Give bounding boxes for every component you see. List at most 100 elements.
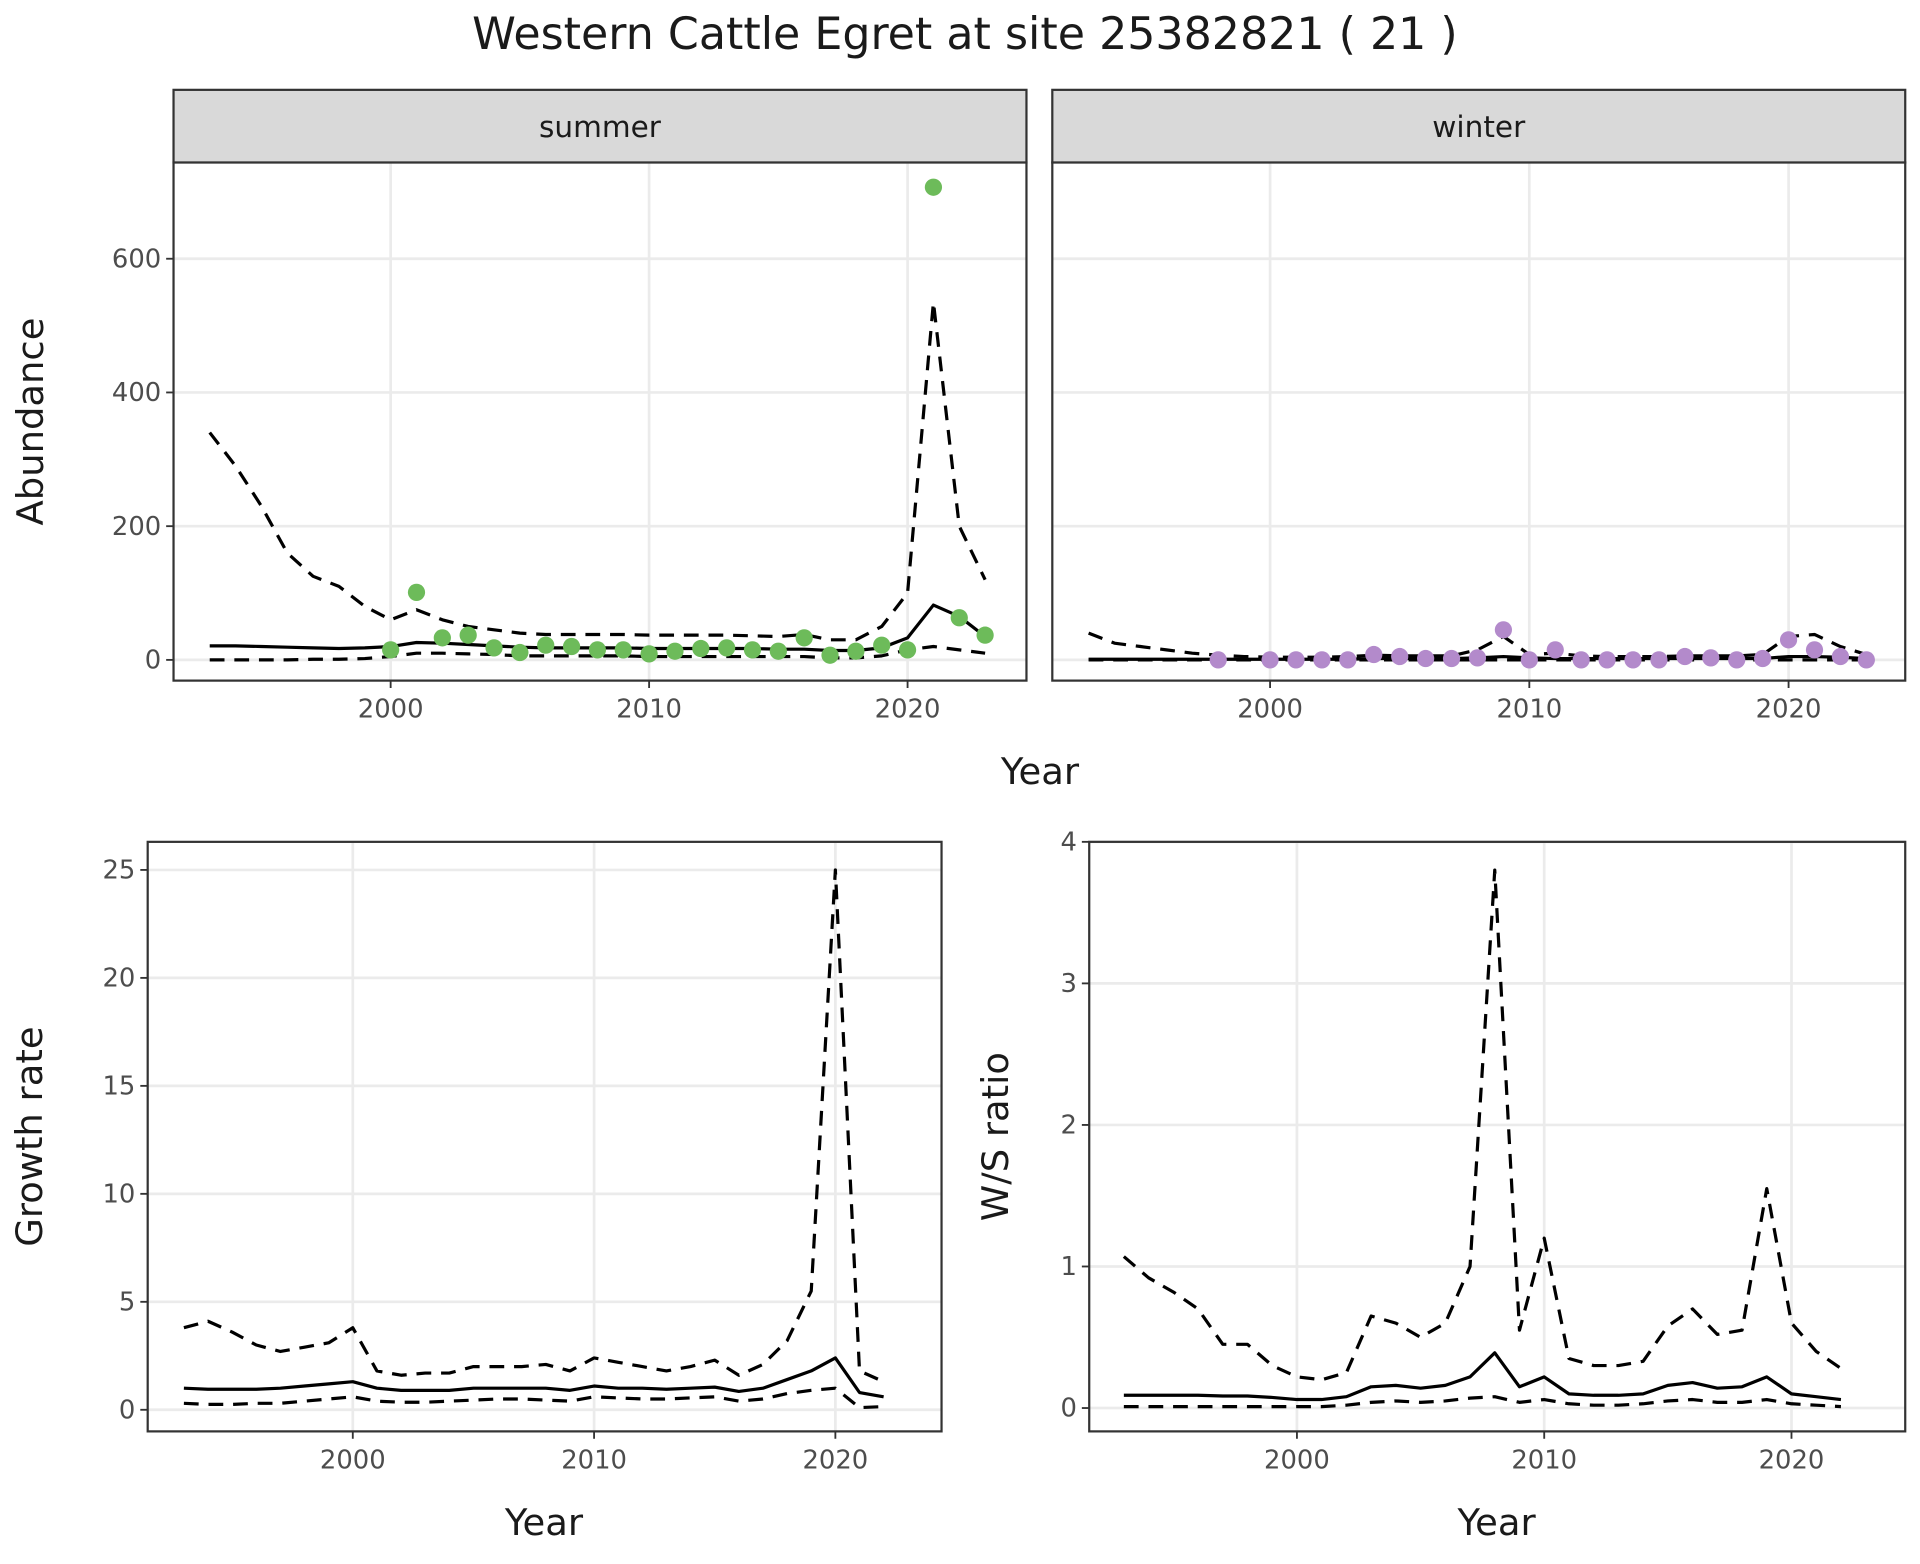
x-tick-label: 2020: [1756, 695, 1822, 725]
data-point: [976, 626, 994, 644]
bound-line: [1122, 868, 1842, 1382]
data-point: [485, 639, 503, 657]
x-tick-label: 2000: [358, 695, 424, 725]
data-point: [1261, 651, 1279, 669]
data-point: [666, 642, 684, 660]
data-point: [795, 629, 813, 647]
bound-line: [1123, 1395, 1842, 1409]
strip-label: summer: [539, 110, 662, 144]
strip-label: winter: [1432, 110, 1526, 144]
data-point: [718, 639, 736, 657]
data-point: [382, 641, 400, 659]
data-point: [1546, 641, 1564, 659]
data-point: [1779, 631, 1798, 649]
bound-line: [208, 300, 987, 642]
x-tick-label: 2010: [616, 695, 682, 725]
data-point: [640, 645, 658, 663]
data-point: [769, 642, 787, 660]
bound-line: [183, 1386, 884, 1410]
data-point: [1857, 651, 1875, 669]
x-tick-label: 2020: [1759, 1445, 1825, 1475]
data-point: [1391, 647, 1409, 666]
x-tick-label: 2010: [1496, 695, 1562, 725]
bound-line: [183, 868, 885, 1384]
plot-area: [208, 178, 994, 664]
data-point: [588, 641, 607, 659]
data-point: [1468, 649, 1487, 667]
plot-area: [1088, 621, 1875, 669]
mean-line: [1123, 1351, 1842, 1402]
x-tick-label: 2010: [1511, 1445, 1577, 1475]
data-point: [898, 641, 917, 659]
panel-border: [1088, 840, 1907, 1433]
data-point: [1598, 651, 1616, 669]
data-point: [1313, 651, 1331, 669]
data-point: [407, 583, 426, 601]
y-tick-label: 25: [103, 856, 136, 886]
data-point: [1754, 649, 1772, 668]
data-point: [1650, 651, 1668, 669]
plot-area: [1122, 868, 1842, 1409]
x-axis-title: Year: [1457, 1501, 1537, 1544]
data-point: [537, 636, 555, 654]
data-point: [1831, 647, 1850, 666]
data-point: [1520, 651, 1538, 669]
y-tick-label: 10: [103, 1179, 136, 1209]
data-point: [1624, 651, 1642, 669]
data-point: [1365, 645, 1383, 664]
x-tick-label: 2000: [320, 1445, 386, 1475]
data-point: [692, 639, 710, 658]
y-tick-label: 15: [103, 1071, 136, 1101]
data-point: [1339, 651, 1357, 669]
y-tick-label: 0: [119, 1395, 135, 1425]
y-tick-label: 0: [1060, 1394, 1076, 1424]
y-axis-title: Abundance: [9, 318, 52, 526]
data-point: [459, 626, 477, 644]
y-tick-label: 1: [1060, 1252, 1076, 1282]
y-axis-title: W/S ratio: [974, 1052, 1017, 1221]
y-tick-label: 0: [145, 646, 161, 676]
data-point: [847, 642, 865, 660]
mean-line: [183, 1356, 884, 1399]
data-point: [1805, 641, 1824, 659]
figure-title: Western Cattle Egret at site 25382821 ( …: [472, 9, 1458, 60]
x-tick-label: 2020: [803, 1445, 869, 1475]
x-tick-label: 2000: [1264, 1445, 1330, 1475]
data-point: [873, 636, 891, 654]
x-tick-label: 2010: [561, 1445, 627, 1475]
data-point: [1442, 649, 1461, 668]
y-tick-label: 2: [1060, 1111, 1076, 1141]
data-point: [1572, 651, 1590, 669]
x-axis-title: Year: [1000, 750, 1080, 793]
data-point: [1728, 651, 1746, 669]
data-point: [924, 178, 943, 196]
x-axis-title: Year: [504, 1501, 584, 1544]
data-point: [614, 641, 632, 659]
y-tick-label: 20: [103, 964, 136, 994]
x-tick-label: 2000: [1237, 695, 1303, 725]
data-point: [1209, 651, 1227, 669]
plot-area: [183, 868, 885, 1410]
y-tick-label: 200: [112, 512, 161, 542]
strip: [1051, 88, 1907, 164]
data-point: [1676, 647, 1694, 666]
data-point: [1494, 621, 1513, 639]
data-point: [433, 629, 451, 647]
data-point: [511, 643, 529, 662]
y-axis-title: Growth rate: [8, 1026, 51, 1246]
data-point: [1417, 649, 1435, 668]
data-point: [743, 641, 762, 659]
y-tick-label: 600: [112, 244, 161, 274]
y-tick-label: 4: [1060, 827, 1076, 857]
data-point: [562, 637, 581, 656]
panel-border: [146, 840, 943, 1433]
y-tick-label: 5: [119, 1287, 135, 1317]
data-point: [950, 609, 968, 627]
data-point: [1287, 651, 1305, 669]
x-tick-label: 2020: [875, 695, 941, 725]
y-tick-label: 400: [112, 378, 161, 408]
data-point: [1702, 649, 1720, 667]
data-point: [821, 646, 839, 664]
